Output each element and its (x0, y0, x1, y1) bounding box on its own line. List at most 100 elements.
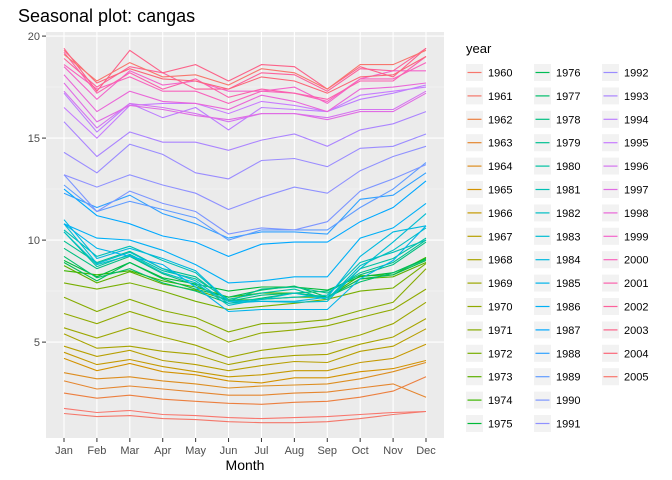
series-line-1961 (63, 410, 427, 424)
legend-label: 1962 (488, 114, 512, 126)
x-tick-label: Oct (352, 445, 369, 457)
legend-label: 1973 (488, 372, 512, 384)
legend-label: 2005 (624, 372, 648, 384)
x-tick-label: Nov (383, 445, 403, 457)
series-line-2005 (63, 49, 427, 90)
x-tick-label: Mar (120, 445, 139, 457)
series-line-1998 (63, 74, 427, 113)
series-line-1978 (63, 241, 427, 302)
legend-label: 1987 (556, 325, 580, 337)
legend-label: 1970 (488, 302, 512, 314)
legend-label: 1989 (556, 372, 580, 384)
x-tick-label: Feb (87, 445, 106, 457)
series-line-1960 (63, 407, 427, 420)
series-line-1983 (63, 213, 427, 304)
legend-label: 2001 (624, 278, 648, 290)
series-line-1992 (63, 133, 427, 180)
legend-label: 1979 (556, 138, 580, 150)
legend-label: 1981 (556, 185, 580, 197)
series-line-1979 (63, 239, 427, 302)
legend-label: 1964 (488, 161, 512, 173)
series-line-2002 (63, 47, 427, 92)
series-line-1962 (63, 376, 427, 405)
series-line-2000 (63, 62, 427, 104)
series-line-1968 (63, 318, 427, 366)
x-tick-label: Apr (154, 445, 171, 457)
legend-label: 1983 (556, 231, 580, 243)
legend-label: 1968 (488, 255, 512, 267)
legend-label: 1984 (556, 255, 580, 267)
legend-label: 1967 (488, 231, 512, 243)
series-line-1967 (63, 328, 427, 372)
legend-title: year (466, 41, 492, 56)
series-line-1986 (63, 202, 427, 284)
legend-label: 1971 (488, 325, 512, 337)
legend-label: 1982 (556, 208, 580, 220)
series-line-1997 (63, 82, 427, 123)
series-line-2003 (63, 47, 427, 93)
legend-label: 1969 (488, 278, 512, 290)
x-tick-label: Jun (220, 445, 238, 457)
legend-label: 1960 (488, 68, 512, 80)
legend-label: 1990 (556, 395, 580, 407)
legend-label: 1988 (556, 348, 580, 360)
legend-label: 1966 (488, 208, 512, 220)
series-line-1984 (63, 219, 427, 302)
legend-label: 1980 (556, 161, 580, 173)
legend-label: 1996 (624, 161, 648, 173)
legend-label: 1998 (624, 208, 648, 220)
series-line-1981 (63, 229, 427, 302)
legend-label: 1972 (488, 348, 512, 360)
legend-label: 1985 (556, 278, 580, 290)
x-tick-label: Dec (416, 445, 436, 457)
series-line-1971 (63, 268, 427, 333)
legend-label: 1997 (624, 185, 648, 197)
legend-label: 1991 (556, 419, 580, 431)
series-line-2001 (63, 52, 427, 100)
series-line-1987 (63, 180, 427, 257)
series-line-1976 (63, 259, 427, 298)
x-tick-label: Sep (317, 445, 337, 457)
x-tick-label: Aug (285, 445, 305, 457)
series-line-1993 (63, 111, 427, 158)
x-tick-label: Jul (254, 445, 268, 457)
legend-label: 1974 (488, 395, 512, 407)
legend-label: 1975 (488, 419, 512, 431)
y-tick-label: 15 (28, 133, 40, 145)
series-line-1996 (63, 90, 427, 129)
series-line-1969 (63, 301, 427, 358)
x-tick-label: May (185, 445, 206, 457)
legend-label: 2002 (624, 302, 648, 314)
series-line-2004 (63, 50, 427, 94)
series-line-1964 (63, 361, 427, 389)
y-tick-label: 10 (28, 235, 40, 247)
series-line-1989 (63, 162, 427, 241)
legend-label: 1986 (556, 302, 580, 314)
series-line-1970 (63, 288, 427, 343)
series-line-1965 (63, 357, 427, 384)
legend-label: 2004 (624, 348, 648, 360)
y-tick-label: 20 (28, 31, 40, 43)
x-tick-label: Jan (55, 445, 73, 457)
chart-title: Seasonal plot: cangas (18, 6, 195, 26)
legend-label: 2003 (624, 325, 648, 337)
x-axis-title: Month (226, 457, 265, 473)
series-line-1985 (63, 223, 427, 313)
series-line-1972 (63, 263, 427, 311)
y-axis-ticks: 5 10 15 20 (28, 31, 46, 349)
series-line-1991 (63, 145, 427, 211)
legend-label: 1977 (556, 91, 580, 103)
legend-label: 1976 (556, 68, 580, 80)
legend-label: 1995 (624, 138, 648, 150)
legend-label: 1965 (488, 185, 512, 197)
y-tick-label: 5 (34, 337, 40, 349)
x-axis-ticks: Jan Feb Mar Apr May Jun Jul Aug Sep Oct Nov Dec (55, 438, 436, 457)
series-line-1995 (63, 86, 427, 139)
legend: 1960 1961 1962 1963 1964 1965 1966 1967 1968 1969… (466, 64, 648, 432)
series-line-1966 (63, 343, 427, 378)
series-line-1999 (63, 66, 426, 105)
legend-label: 2000 (624, 255, 648, 267)
legend-label: 1961 (488, 91, 512, 103)
legend-label: 1999 (624, 231, 648, 243)
